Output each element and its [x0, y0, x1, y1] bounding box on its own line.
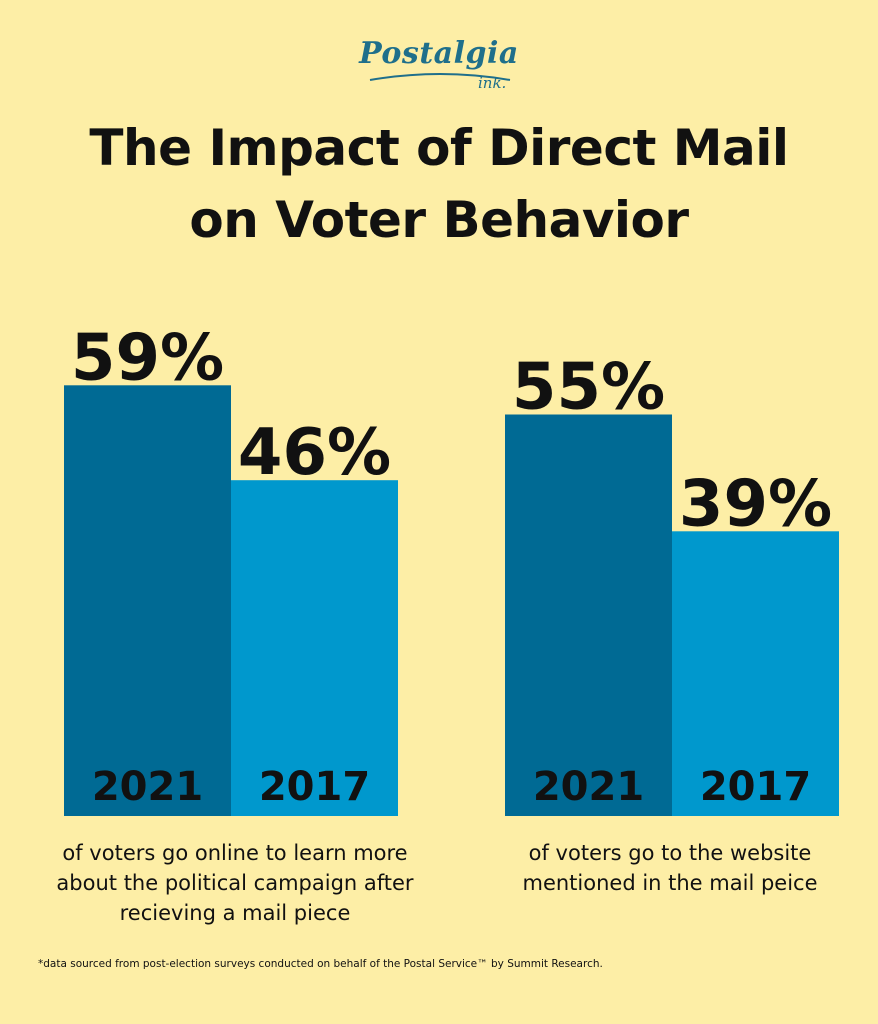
bar-value-label: 55%: [512, 351, 665, 425]
title-line-2: on Voter Behavior: [189, 191, 689, 249]
caption-left: of voters go online to learn more about …: [20, 838, 450, 928]
caption-left-line-2: about the political campaign after: [56, 871, 414, 895]
caption-right-line-2: mentioned in the mail peice: [522, 871, 818, 895]
page-title: The Impact of Direct Mail on Voter Behav…: [0, 112, 878, 256]
title-line-1: The Impact of Direct Mail: [89, 119, 789, 177]
bar-value-label: 39%: [679, 467, 832, 541]
caption-right: of voters go to the website mentioned in…: [490, 838, 850, 898]
bar-right-2017: [672, 531, 839, 816]
bar-category-label: 2017: [259, 764, 370, 810]
caption-left-line-1: of voters go online to learn more: [62, 841, 408, 865]
bar-value-label: 59%: [71, 321, 224, 395]
bar-category-label: 2021: [533, 764, 644, 810]
bar-category-label: 2021: [92, 764, 203, 810]
caption-right-line-1: of voters go to the website: [528, 841, 812, 865]
bar-left-2021: [64, 385, 231, 816]
footnote: *data sourced from post-election surveys…: [38, 958, 603, 970]
caption-left-line-3: recieving a mail piece: [119, 901, 351, 925]
bar-value-label: 46%: [238, 416, 391, 490]
bar-category-label: 2017: [700, 764, 811, 810]
bar-right-2021: [505, 414, 672, 816]
bar-left-2017: [231, 480, 398, 816]
logo-swoosh-icon: [369, 73, 511, 81]
logo-wordmark: Postalgia: [359, 36, 519, 71]
brand-logo: Postalgia ink.: [0, 36, 878, 92]
